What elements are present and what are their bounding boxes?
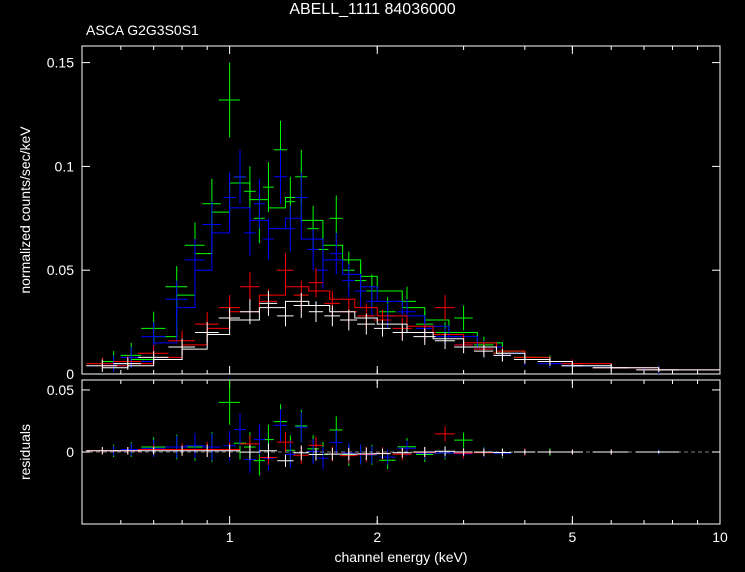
svg-text:0.05: 0.05 (47, 262, 74, 278)
x-axis-label: channel energy (keV) (334, 549, 467, 565)
y-axis-label-top: normalized counts/sec/keV (17, 126, 33, 294)
svg-text:0.1: 0.1 (55, 158, 75, 174)
svg-text:0.15: 0.15 (47, 55, 74, 71)
svg-text:5: 5 (568, 529, 576, 545)
svg-text:10: 10 (712, 529, 728, 545)
chart-title: ABELL_1111 84036000 (289, 1, 455, 18)
instrument-note: ASCA G2G3S0S1 (86, 22, 199, 38)
svg-text:2: 2 (373, 529, 381, 545)
svg-text:0: 0 (66, 444, 74, 460)
y-axis-label-bottom: residuals (17, 424, 33, 480)
spectrum-chart: 1251000.050.10.1500.05ABELL_1111 8403600… (0, 0, 745, 572)
svg-text:1: 1 (226, 529, 234, 545)
svg-text:0.05: 0.05 (47, 382, 74, 398)
svg-text:0: 0 (66, 366, 74, 382)
